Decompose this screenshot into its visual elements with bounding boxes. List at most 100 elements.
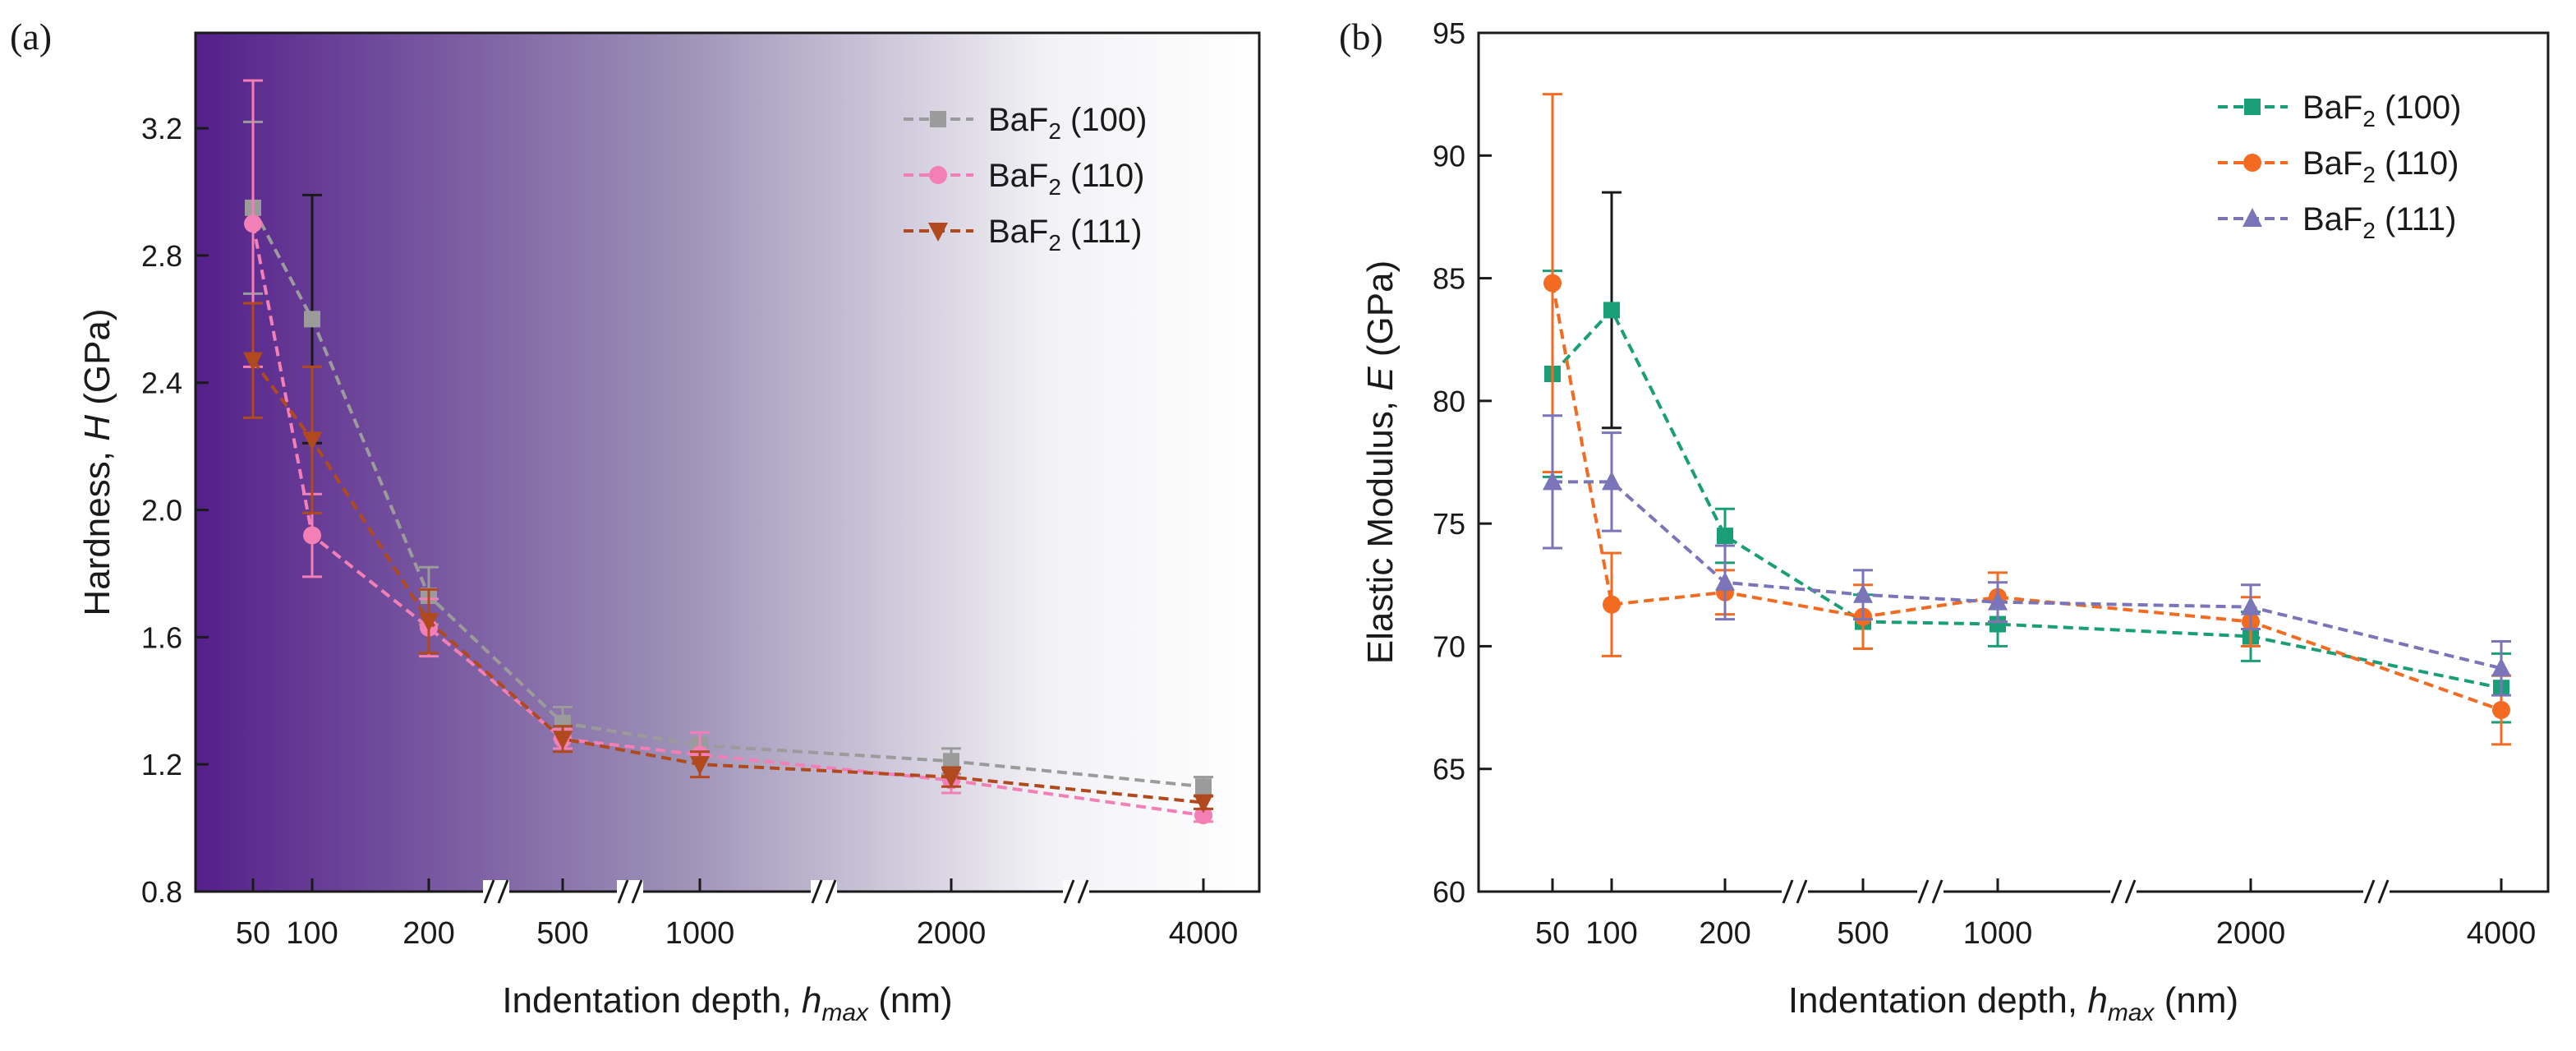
y-tick-label: 1.2 — [141, 748, 182, 781]
y-tick-label: 2.4 — [141, 366, 182, 400]
data-point — [2241, 596, 2261, 615]
data-point — [690, 756, 710, 776]
axis-break-mark — [497, 879, 509, 904]
data-point — [1717, 528, 1733, 545]
y-axis-label-unit: (GPa) — [1360, 260, 1401, 367]
legend-marker — [2242, 208, 2262, 227]
series-111 — [243, 302, 1213, 814]
legend-label: BaF2 (100) — [988, 102, 1147, 144]
data-point — [941, 768, 961, 788]
data-point — [304, 311, 320, 328]
axis-break-mark — [825, 879, 837, 904]
legend-label-suffix: (100) — [2376, 90, 2462, 126]
legend-label-suffix: (110) — [1061, 158, 1145, 194]
data-point — [943, 753, 959, 770]
x-axis-label: Indentation depth, hmax (nm) — [1788, 980, 2238, 1026]
axis-break-mark — [2377, 879, 2390, 904]
y-axis-label-text: Hardness, — [77, 441, 117, 616]
y-axis-label-var: H — [77, 415, 117, 441]
data-point — [1988, 591, 2008, 611]
axis-break-mark — [617, 879, 629, 904]
data-point — [302, 431, 322, 451]
y-tick-label: 70 — [1433, 629, 1465, 663]
data-point — [419, 613, 439, 633]
series-line — [1551, 283, 2502, 712]
legend-label-suffix: (111) — [1061, 214, 1143, 250]
y-tick-label: 60 — [1433, 875, 1465, 909]
legend-marker — [2244, 99, 2261, 115]
x-tick-label: 50 — [236, 916, 270, 951]
x-tick-label: 100 — [1585, 916, 1637, 951]
legend-label-suffix: (100) — [1061, 102, 1148, 138]
axis-break-mark — [811, 879, 823, 904]
axis-break-mark — [1782, 879, 1794, 904]
legend-label-base: BaF — [988, 214, 1048, 250]
y-tick-label: 2.8 — [141, 239, 182, 273]
data-point — [2491, 657, 2511, 677]
y-tick-label: 3.2 — [141, 112, 182, 145]
x-tick-label: 100 — [286, 916, 338, 951]
series-100 — [1543, 191, 2511, 724]
data-point — [1602, 471, 1622, 491]
data-point — [1194, 806, 1212, 825]
legend-label-base: BaF — [2302, 90, 2362, 126]
data-point — [1603, 595, 1621, 614]
legend-label: BaF2 (111) — [2302, 201, 2457, 243]
legend-marker — [929, 166, 947, 184]
legend-label: BaF2 (100) — [2302, 90, 2461, 131]
y-axis-label-text: Elastic Modulus, — [1360, 391, 1401, 665]
x-tick-label: 4000 — [2467, 916, 2537, 951]
series-line — [1551, 307, 2502, 690]
legend-label-base: BaF — [988, 158, 1048, 194]
x-axis-label-var: h — [2087, 980, 2107, 1021]
legend-label-sub: 2 — [1048, 230, 1061, 256]
y-tick-label: 75 — [1433, 507, 1465, 541]
legend: BaF2 (100)BaF2 (110)BaF2 (111) — [904, 102, 1147, 256]
data-point — [2492, 701, 2510, 720]
plot-frame — [194, 31, 1261, 893]
x-tick-label: 1000 — [1963, 916, 2033, 951]
data-point — [243, 352, 263, 371]
x-axis-label: Indentation depth, hmax (nm) — [502, 980, 952, 1026]
data-point — [1853, 583, 1873, 603]
legend-label-base: BaF — [2302, 145, 2362, 182]
series-line — [1552, 480, 2502, 671]
axis-break-mark — [1796, 879, 1808, 904]
data-point — [1195, 778, 1212, 795]
legend-marker — [930, 111, 946, 127]
y-tick-label: 90 — [1433, 139, 1465, 173]
legend-label-sub: 2 — [2362, 162, 2376, 187]
y-axis-label: Elastic Modulus, E (GPa) — [1360, 260, 1401, 665]
x-axis-label-text: Indentation depth, — [1788, 980, 2088, 1021]
data-point — [1543, 274, 1562, 293]
axis-break-mark — [2363, 879, 2376, 904]
data-point — [1990, 615, 2006, 633]
y-axis-label: Hardness, H (GPa) — [77, 308, 117, 615]
y-tick-label: 85 — [1433, 262, 1465, 296]
data-point — [1194, 794, 1213, 814]
y-tick-label: 2.0 — [141, 494, 182, 528]
x-axis-label-sub: max — [2108, 999, 2155, 1026]
x-tick-label: 200 — [402, 916, 454, 951]
legend-label-base: BaF — [988, 102, 1048, 138]
x-axis-label-sub: max — [821, 999, 869, 1026]
axis-break-mark — [483, 879, 495, 904]
axis-break-mark — [1931, 879, 1944, 904]
x-tick-label: 1000 — [665, 916, 735, 951]
x-axis-label-text: Indentation depth, — [502, 980, 802, 1021]
x-tick-label: 2000 — [917, 916, 987, 951]
axis-break-mark — [1917, 879, 1930, 904]
legend-label-sub: 2 — [2362, 218, 2376, 243]
axis-break-mark — [2110, 879, 2123, 904]
panel-label: (b) — [1339, 16, 1383, 58]
legend-label-sub: 2 — [2362, 106, 2376, 131]
legend-label: BaF2 (110) — [2302, 145, 2459, 187]
x-axis-label-unit: (nm) — [868, 980, 953, 1021]
data-point — [303, 526, 321, 545]
legend-marker — [928, 223, 948, 242]
chart-panel-b: 60 65 70 75 80 85 90 95 50 100 200 500 1000 2000 4000 I… — [1339, 16, 2550, 1026]
x-tick-label: 500 — [1837, 916, 1888, 951]
x-tick-label: 200 — [1699, 916, 1750, 951]
chart-panel-a: 0.8 1.2 1.6 2.0 2.4 2.8 3.2 50 100 200 500 1000 2000… — [10, 16, 1261, 1026]
data-point — [244, 214, 262, 233]
